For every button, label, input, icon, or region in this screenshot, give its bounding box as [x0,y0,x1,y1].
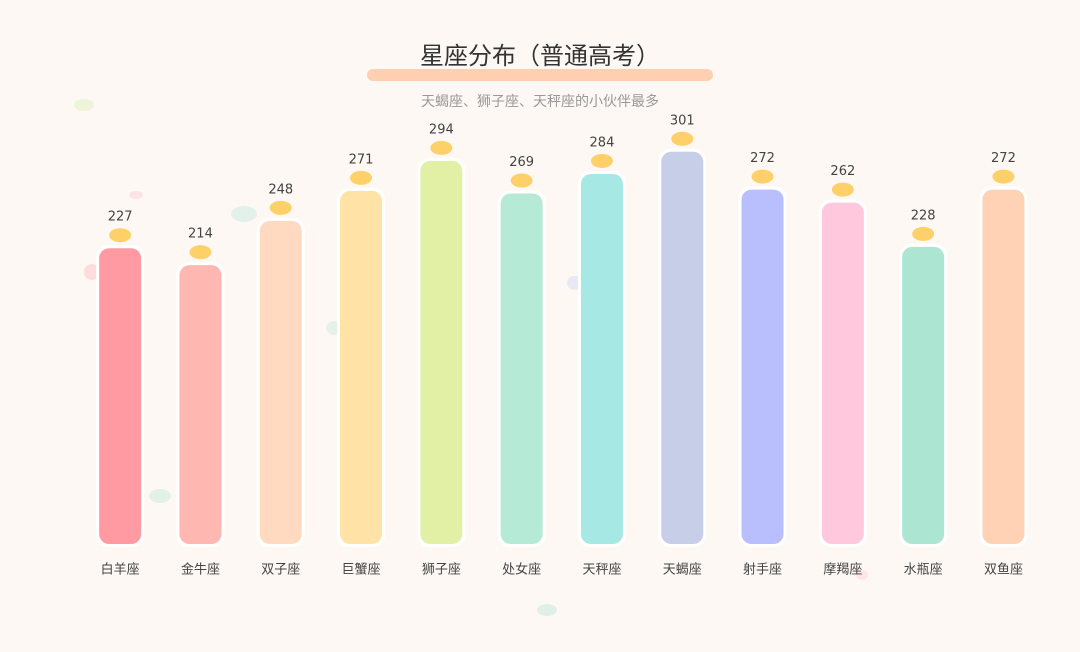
bar [99,248,142,544]
bar [179,265,222,544]
x-tick-label: 天蝎座 [663,563,702,578]
bar [259,220,302,544]
x-tick-label: 狮子座 [422,563,461,578]
value-label: 227 [108,210,133,225]
value-label: 214 [188,227,213,242]
bar-cap [189,245,212,260]
bar [741,189,784,545]
value-label: 269 [509,155,534,170]
x-tick-label: 双子座 [261,563,300,578]
bar-cap [590,153,613,168]
x-tick-label: 金牛座 [181,562,220,578]
x-tick-label: 双鱼座 [984,562,1023,578]
bar-cap [510,173,533,188]
bar [500,193,543,545]
bar-cap [671,131,694,146]
bar-cap [751,169,774,184]
chart-title: 星座分布（普通高考） [420,42,660,70]
bar-cap [430,140,453,155]
bar [580,173,623,544]
x-tick-label: 摩羯座 [823,562,862,578]
value-label: 272 [750,151,775,166]
value-label: 301 [670,113,695,128]
bar-cap [350,170,373,185]
x-tick-label: 射手座 [743,562,782,578]
x-tick-label: 白羊座 [101,562,140,578]
bar-cap [269,200,292,215]
bar-cap [831,182,854,197]
x-tick-label: 处女座 [502,562,541,578]
title-highlight [367,69,713,81]
bar-cap [109,228,132,243]
bar [821,202,864,544]
bar [661,151,704,544]
chart-subtitle: 天蝎座、狮子座、天秤座的小伙伴最多 [421,93,659,110]
bar-cap [912,226,935,241]
bar-cap [992,169,1015,184]
bar [420,160,463,544]
value-label: 284 [590,135,615,150]
x-tick-label: 天秤座 [582,563,621,578]
bar [902,246,945,544]
bar [982,189,1025,545]
bar [340,190,383,544]
value-label: 248 [268,182,293,197]
value-label: 228 [911,208,936,223]
x-tick-label: 巨蟹座 [342,563,381,578]
value-label: 262 [830,164,855,179]
x-tick-label: 水瓶座 [904,563,943,578]
value-label: 272 [991,151,1016,166]
value-label: 271 [349,152,374,167]
value-label: 294 [429,122,454,137]
